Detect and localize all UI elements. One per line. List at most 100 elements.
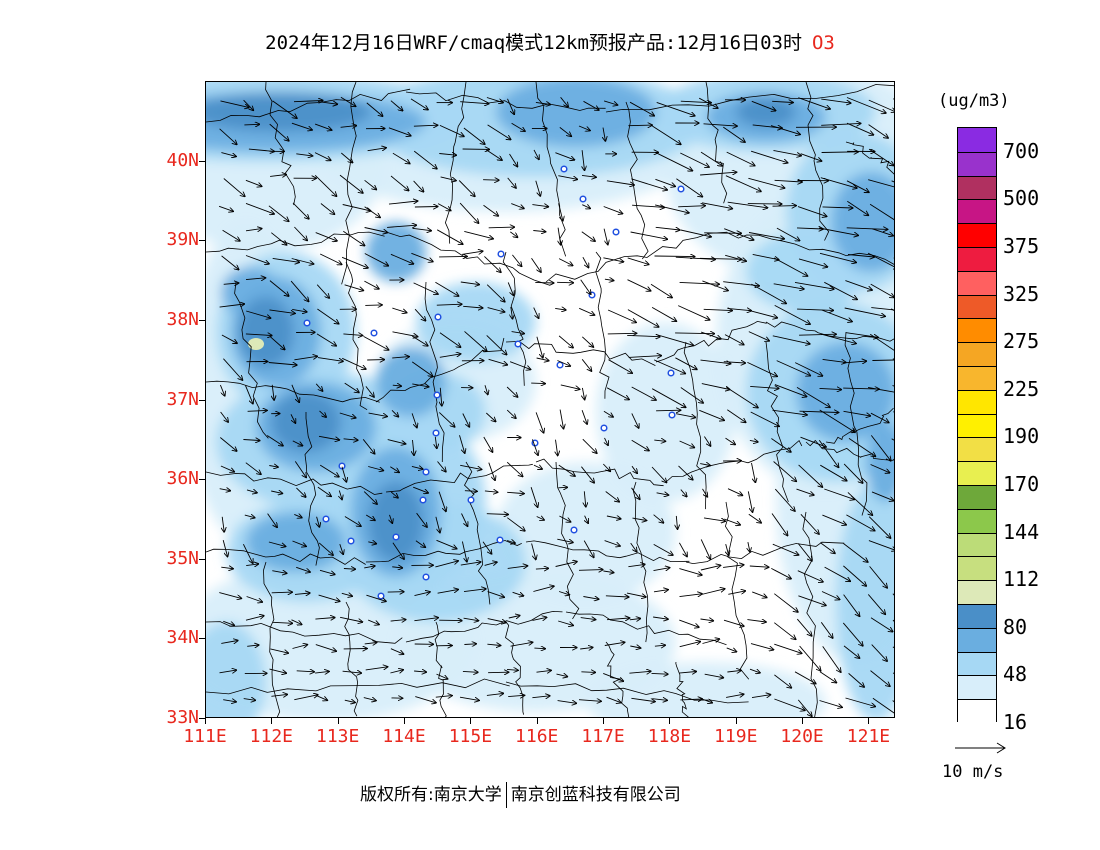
wind-arrow: [603, 571, 613, 573]
wind-arrow: [870, 464, 890, 473]
wind-arrow: [749, 566, 769, 567]
wind-arrow: [388, 127, 411, 136]
wind-arrow: [319, 464, 339, 477]
boundary-line: [502, 251, 527, 386]
wind-arrow: [340, 126, 357, 128]
wind-arrow: [603, 672, 623, 681]
wind-arrow: [317, 308, 338, 324]
wind-arrow: [751, 695, 770, 698]
lon-label: 113E: [316, 726, 360, 747]
admin-boundaries: [206, 82, 894, 717]
wind-arrow: [869, 566, 888, 587]
wind-arrow: [363, 491, 377, 505]
wind-arrow: [344, 284, 364, 291]
colorbar-label: 500: [1003, 186, 1040, 211]
wind-arrow: [603, 410, 613, 417]
wind-arrow: [390, 491, 398, 498]
wind-arrow: [632, 518, 647, 520]
wind-arrow: [678, 672, 696, 674]
wind-arrow: [219, 670, 237, 673]
wind-arrow: [388, 201, 418, 205]
wind-arrow: [555, 308, 566, 310]
wind-arrow: [822, 358, 846, 362]
wind-arrow: [603, 127, 605, 141]
wind-arrow: [846, 228, 888, 230]
wind-arrow: [392, 357, 409, 358]
wind-arrow: [535, 180, 541, 196]
wind-arrow: [606, 696, 621, 702]
wind-arrow: [727, 488, 742, 496]
wind-arrow: [511, 332, 524, 334]
wind-arrow: [317, 516, 320, 527]
wind-arrow: [367, 148, 386, 151]
monitoring-station: [668, 411, 676, 419]
wind-arrow: [799, 411, 839, 412]
wind-arrow: [558, 203, 563, 220]
wind-arrow: [628, 125, 652, 126]
wind-arrow: [245, 462, 261, 475]
boundary-line: [405, 610, 563, 643]
wind-arrow: [653, 359, 685, 374]
wind-arrow: [387, 225, 416, 227]
wind-arrow: [870, 617, 893, 632]
wind-arrow: [820, 622, 832, 638]
wind-arrow: [412, 228, 432, 230]
wind-arrow: [342, 357, 366, 369]
monitoring-station: [570, 526, 578, 534]
wind-arrow: [292, 202, 309, 219]
concentration-patch: [368, 482, 424, 562]
wind-arrow: [821, 152, 858, 153]
wind-arrow: [339, 174, 363, 193]
wind-arrow: [653, 514, 664, 523]
wind-arrow: [656, 493, 669, 495]
station-markers: [303, 165, 685, 600]
wind-arrow: [411, 361, 432, 376]
boundary-line: [434, 621, 447, 717]
wind-arrow: [222, 516, 224, 532]
wind-arrow: [772, 206, 797, 207]
wind-arrow: [247, 410, 267, 411]
wind-arrow: [220, 100, 249, 108]
wind-arrow: [774, 180, 802, 182]
wind-arrow: [506, 409, 516, 418]
colorbar-segment: [958, 247, 996, 271]
wind-arrow: [581, 336, 593, 347]
wind-arrow: [269, 280, 289, 296]
wind-arrow: [484, 562, 497, 565]
boundary-line: [845, 141, 894, 175]
wind-arrow: [341, 466, 346, 482]
wind-arrow: [342, 204, 371, 211]
wind-arrow: [846, 514, 874, 531]
wind-arrow: [218, 205, 233, 211]
wind-arrow: [772, 543, 799, 555]
wind-arrow: [459, 435, 465, 453]
wind-arrow: [703, 124, 737, 126]
wind-arrow: [486, 284, 505, 302]
lon-label: 117E: [581, 726, 625, 747]
wind-arrow: [339, 490, 342, 500]
wind-arrow: [485, 412, 495, 422]
wind-arrow: [631, 697, 655, 701]
wind-arrow: [800, 153, 822, 161]
wind-arrow: [365, 305, 382, 306]
wind-arrow: [219, 384, 224, 396]
wind-arrow: [435, 561, 458, 568]
wind-arrow: [632, 205, 664, 207]
wind-arrow: [486, 514, 508, 515]
monitoring-station: [467, 496, 475, 504]
wind-arrow: [774, 384, 807, 397]
wind-arrow: [266, 435, 283, 446]
wind-arrow: [581, 175, 596, 177]
map-panel[interactable]: [205, 81, 895, 718]
concentration-patch: [271, 392, 341, 452]
wind-arrow: [723, 362, 745, 363]
wind-arrow: [700, 697, 712, 702]
wind-arrow: [845, 697, 876, 707]
wind-arrow: [726, 386, 757, 407]
wind-arrow: [365, 386, 374, 397]
colorbar-label: 170: [1003, 472, 1040, 496]
wind-arrow: [846, 180, 869, 192]
wind-arrow: [603, 206, 623, 214]
colorbar-segment: [958, 485, 996, 509]
wind-arrow: [341, 256, 368, 268]
